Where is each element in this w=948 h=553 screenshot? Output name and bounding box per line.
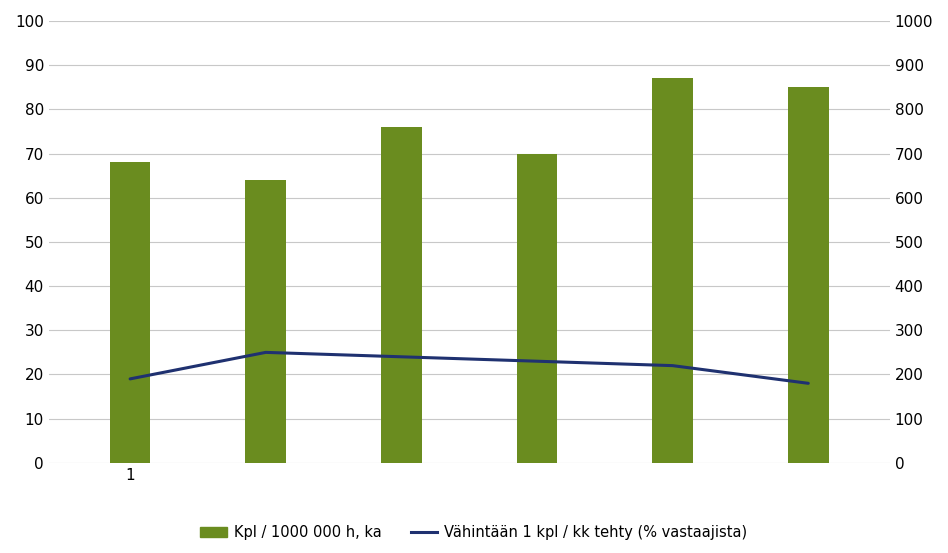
Bar bbox=[517, 154, 557, 463]
Bar bbox=[788, 87, 829, 463]
Legend: Kpl / 1000 000 h, ka, Vähintään 1 kpl / kk tehty (% vastaajista): Kpl / 1000 000 h, ka, Vähintään 1 kpl / … bbox=[194, 519, 754, 546]
Bar bbox=[652, 79, 693, 463]
Bar bbox=[381, 127, 422, 463]
Bar bbox=[246, 180, 286, 463]
Bar bbox=[110, 163, 151, 463]
